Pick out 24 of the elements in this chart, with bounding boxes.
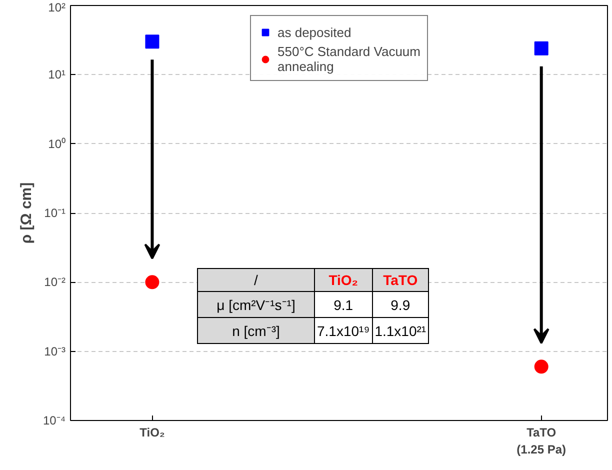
y-tick-label: 10⁻³ [44, 344, 66, 358]
annotation: n [cm⁻³] [198, 318, 314, 344]
annotation: TiO₂ [314, 268, 372, 292]
legend-label: 550°C Standard Vacuum annealing [278, 44, 420, 74]
y-tick-label: 10⁻⁴ [42, 414, 66, 428]
y-tick-label: 10¹ [48, 68, 66, 82]
point [145, 275, 160, 290]
y-tick-label: 10⁰ [48, 136, 66, 151]
legend-label: as deposited [278, 24, 352, 40]
point [534, 41, 548, 56]
x-tick-label: TaTO (1.25 Pa) [516, 426, 566, 456]
annotation: 9.1 [314, 292, 372, 318]
annotation: / [198, 268, 314, 292]
annotation: 7.1x10¹⁹ [314, 318, 372, 344]
annotation: 9.9 [372, 292, 429, 318]
y-tick-label: 10² [48, 0, 66, 14]
point [145, 34, 160, 49]
annotation: μ [cm²V⁻¹s⁻¹] [198, 292, 314, 318]
y-tick-label: 10⁻² [44, 275, 66, 290]
annotation: TaTO [372, 268, 429, 292]
y-axis-title: ρ [Ω cm] [18, 182, 35, 244]
point [534, 360, 548, 374]
annotation: 1.1x10²¹ [372, 318, 429, 344]
y-tick-label: 10⁻¹ [44, 206, 66, 220]
